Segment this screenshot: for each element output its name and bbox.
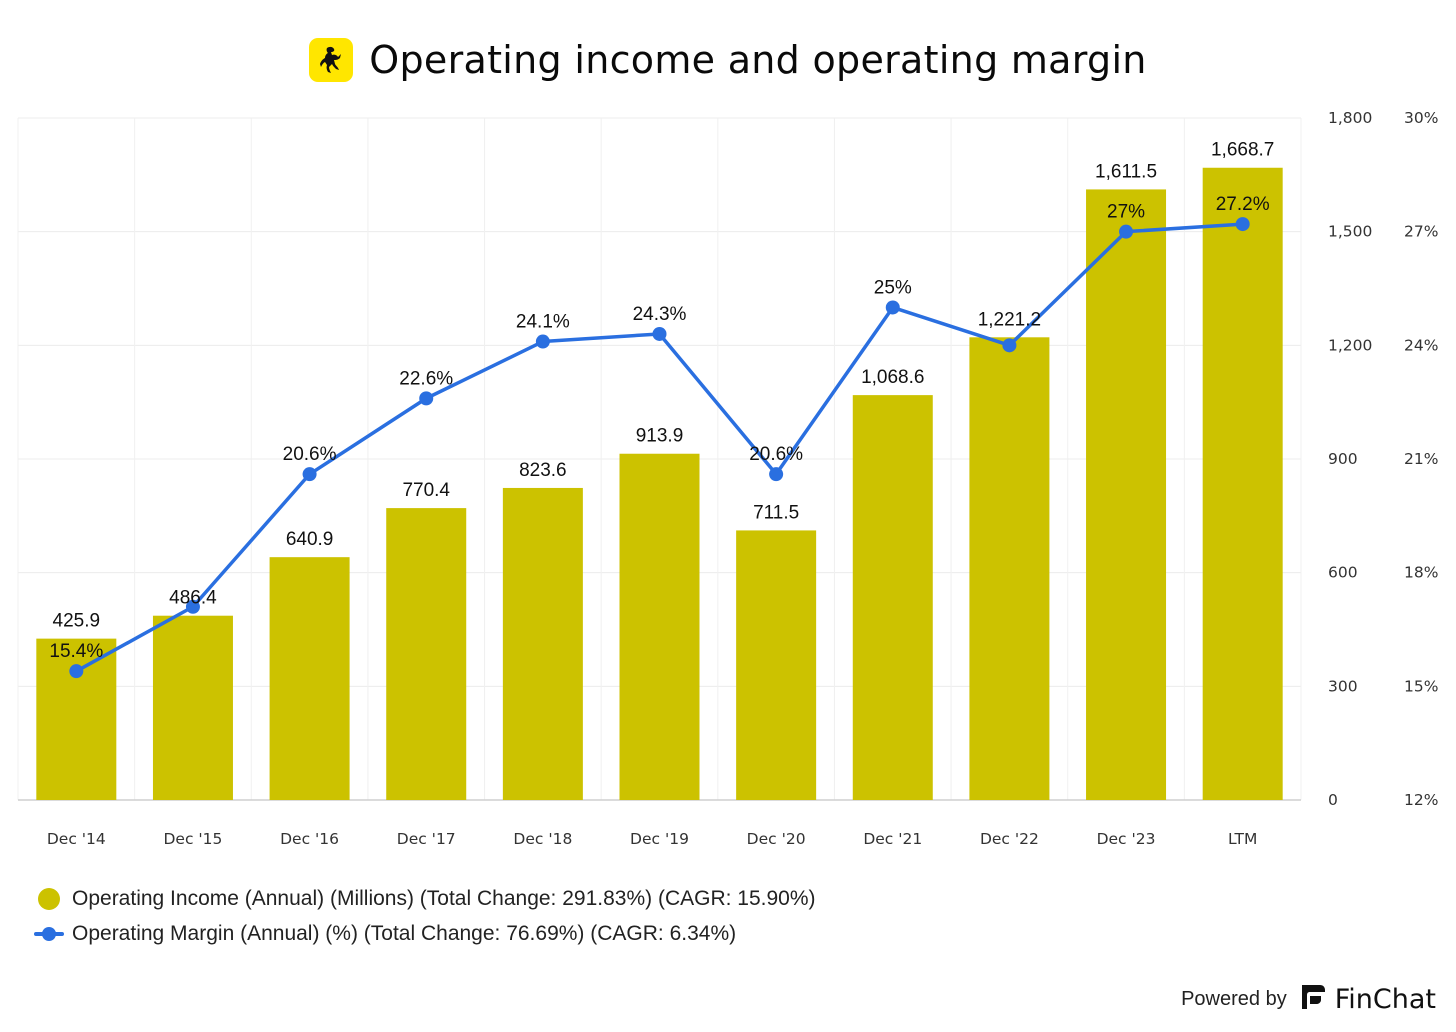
legend: Operating Income (Annual) (Millions) (To…	[34, 884, 816, 954]
bar-value-label: 425.9	[53, 611, 101, 632]
income-bar	[852, 395, 933, 800]
bar-value-label: 1,068.6	[861, 367, 924, 388]
legend-label-operating-margin: Operating Margin (Annual) (%) (Total Cha…	[72, 922, 737, 945]
y-right-tick-label: 27%	[1404, 223, 1438, 241]
margin-value-label: 20.6%	[283, 444, 337, 465]
margin-point	[69, 664, 84, 679]
margin-value-label: 24.3%	[633, 304, 687, 325]
income-bar	[36, 638, 117, 800]
y-left-tick-label: 1,200	[1328, 336, 1372, 354]
y-right-tick-label: 30%	[1404, 109, 1438, 127]
y-left-tick-label: 300	[1328, 677, 1358, 695]
margin-value-label: 25%	[874, 277, 912, 298]
ferrari-horse-icon	[309, 38, 354, 82]
income-bar	[736, 530, 817, 800]
x-tick-label: Dec '16	[280, 830, 339, 848]
y-right-tick-label: 12%	[1404, 791, 1438, 809]
bar-value-label: 486.4	[169, 588, 217, 609]
margin-point	[302, 467, 317, 482]
bar-value-label: 1,668.7	[1211, 140, 1274, 161]
income-bar	[1202, 167, 1283, 800]
powered-by-text: Powered by	[1181, 988, 1287, 1010]
bar-value-label: 1,221.2	[978, 309, 1041, 330]
margin-point	[885, 300, 900, 315]
bar-value-label: 823.6	[519, 460, 567, 481]
y-right-tick-label: 18%	[1404, 564, 1438, 582]
bar-value-label: 1,611.5	[1095, 161, 1157, 182]
line-series-swatch-icon	[34, 919, 64, 949]
margin-value-label: 27%	[1107, 202, 1145, 223]
y-left-tick-label: 0	[1328, 791, 1338, 809]
x-tick-label: Dec '17	[397, 830, 456, 848]
income-bar	[269, 557, 350, 800]
x-tick-label: LTM	[1228, 830, 1257, 848]
bar-value-label: 770.4	[402, 480, 450, 501]
finchat-brand: FinChat	[1334, 984, 1436, 1015]
margin-value-label: 22.6%	[399, 368, 453, 389]
legend-item-operating-margin[interactable]: Operating Margin (Annual) (%) (Total Cha…	[34, 919, 816, 949]
x-tick-label: Dec '22	[980, 830, 1039, 848]
x-tick-label: Dec '23	[1097, 830, 1156, 848]
margin-value-label: 15.4%	[49, 641, 103, 662]
margin-value-label: 27.2%	[1216, 194, 1270, 215]
income-bar	[152, 615, 233, 800]
legend-item-operating-income[interactable]: Operating Income (Annual) (Millions) (To…	[34, 884, 816, 914]
margin-point	[1002, 338, 1017, 353]
bar-value-label: 711.5	[753, 502, 799, 523]
y-left-tick-label: 1,500	[1328, 223, 1372, 241]
x-tick-label: Dec '14	[47, 830, 106, 848]
margin-value-label: 20.6%	[749, 444, 803, 465]
income-bar	[502, 487, 583, 800]
margin-point	[769, 467, 784, 482]
margin-point	[419, 391, 434, 406]
margin-point	[1119, 224, 1134, 239]
x-tick-label: Dec '15	[164, 830, 223, 848]
y-right-tick-label: 21%	[1404, 450, 1438, 468]
bar-series-swatch-icon	[34, 884, 64, 914]
income-bar	[619, 453, 700, 800]
y-right-tick-label: 15%	[1404, 677, 1438, 695]
title-row: Operating income and operating margin	[0, 30, 1456, 90]
chart-title: Operating income and operating margin	[369, 38, 1147, 82]
x-tick-label: Dec '20	[747, 830, 806, 848]
y-left-tick-label: 900	[1328, 450, 1358, 468]
x-tick-label: Dec '18	[513, 830, 572, 848]
chart-plot: 0 12% 300 15% 600 18% 900 21% 1,200 24% 1,500 27% 1,…	[17, 109, 1438, 848]
margin-point	[185, 599, 200, 614]
income-bar	[386, 508, 467, 800]
bar-value-label: 913.9	[636, 426, 684, 447]
finchat-logo-icon	[1299, 983, 1327, 1016]
margin-point	[1235, 217, 1250, 232]
x-tick-label: Dec '19	[630, 830, 689, 848]
margin-point	[535, 334, 550, 349]
y-left-tick-label: 600	[1328, 564, 1358, 582]
income-bar	[969, 337, 1050, 800]
y-right-tick-label: 24%	[1404, 336, 1438, 354]
bar-value-label: 640.9	[286, 529, 334, 550]
income-bar	[1086, 189, 1167, 801]
margin-point	[652, 326, 667, 341]
powered-by: Powered by FinChat	[1181, 983, 1436, 1016]
x-tick-label: Dec '21	[863, 830, 922, 848]
margin-value-label: 24.1%	[516, 312, 570, 333]
legend-label-operating-income: Operating Income (Annual) (Millions) (To…	[72, 887, 816, 910]
y-left-tick-label: 1,800	[1328, 109, 1372, 127]
